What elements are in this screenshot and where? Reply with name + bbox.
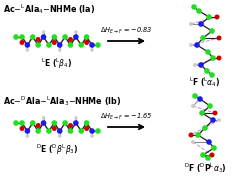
Circle shape <box>191 140 195 144</box>
Circle shape <box>78 128 84 134</box>
Circle shape <box>68 37 73 42</box>
Circle shape <box>36 37 41 42</box>
Circle shape <box>214 15 220 19</box>
Circle shape <box>189 43 193 47</box>
Circle shape <box>58 134 61 138</box>
Circle shape <box>90 134 94 138</box>
Circle shape <box>194 42 200 48</box>
Circle shape <box>206 139 212 145</box>
Circle shape <box>189 22 193 26</box>
Circle shape <box>217 118 221 122</box>
Text: $\Delta H_{E\rightarrow F}$ = $-$1.65: $\Delta H_{E\rightarrow F}$ = $-$1.65 <box>100 112 152 122</box>
Circle shape <box>68 128 73 134</box>
Circle shape <box>46 128 52 134</box>
Circle shape <box>209 72 215 78</box>
Circle shape <box>193 63 197 67</box>
Circle shape <box>62 120 68 126</box>
Circle shape <box>41 34 46 40</box>
Circle shape <box>202 125 208 131</box>
Text: $^{\rm D}$F ($^{\rm D}$P$^{\rm L}\alpha_3$): $^{\rm D}$F ($^{\rm D}$P$^{\rm L}\alpha_… <box>184 161 226 175</box>
Circle shape <box>52 40 57 45</box>
Circle shape <box>26 134 29 138</box>
Circle shape <box>24 128 30 134</box>
Circle shape <box>205 49 211 55</box>
Text: $^{\rm L}$E ($^{\rm L}\beta_4$): $^{\rm L}$E ($^{\rm L}\beta_4$) <box>41 57 73 71</box>
Circle shape <box>204 68 210 74</box>
Text: $^{\rm D}$E ($^{\rm D}\beta^{\rm L}\beta_3$): $^{\rm D}$E ($^{\rm D}\beta^{\rm L}\beta… <box>36 143 78 157</box>
Circle shape <box>200 152 206 158</box>
Circle shape <box>95 128 101 134</box>
Circle shape <box>207 103 213 109</box>
Circle shape <box>196 8 202 14</box>
Circle shape <box>95 42 101 48</box>
Circle shape <box>42 116 45 120</box>
Circle shape <box>35 128 41 134</box>
Circle shape <box>13 34 19 40</box>
Text: $\Delta H_{E\rightarrow F}$ = $-$0.83: $\Delta H_{E\rightarrow F}$ = $-$0.83 <box>100 26 152 36</box>
Circle shape <box>216 56 222 60</box>
Circle shape <box>84 126 89 131</box>
Circle shape <box>89 42 95 48</box>
Circle shape <box>198 62 204 68</box>
Circle shape <box>68 42 73 48</box>
Circle shape <box>30 34 36 40</box>
Circle shape <box>195 132 201 138</box>
Circle shape <box>210 55 216 61</box>
Circle shape <box>74 30 78 34</box>
Circle shape <box>84 40 89 45</box>
Circle shape <box>20 126 24 131</box>
Circle shape <box>13 120 19 126</box>
Circle shape <box>84 120 89 126</box>
Circle shape <box>216 36 222 40</box>
Circle shape <box>62 34 68 40</box>
Circle shape <box>90 48 94 52</box>
Circle shape <box>46 42 52 48</box>
Circle shape <box>52 34 57 40</box>
Circle shape <box>35 42 41 48</box>
Circle shape <box>30 120 36 126</box>
Circle shape <box>191 104 195 108</box>
Circle shape <box>41 120 46 126</box>
Circle shape <box>199 110 205 116</box>
Circle shape <box>24 42 30 48</box>
Circle shape <box>73 34 79 40</box>
Circle shape <box>26 48 29 52</box>
Circle shape <box>42 30 45 34</box>
Circle shape <box>19 120 25 126</box>
Circle shape <box>206 14 212 20</box>
Circle shape <box>188 132 194 138</box>
Circle shape <box>36 123 41 128</box>
Text: Ac$-$$^{\rm L}$Ala$_4$$-$NHMe (Ia): Ac$-$$^{\rm L}$Ala$_4$$-$NHMe (Ia) <box>3 2 95 16</box>
Circle shape <box>78 42 84 48</box>
Circle shape <box>73 120 79 126</box>
Circle shape <box>200 35 206 41</box>
Circle shape <box>89 128 95 134</box>
Circle shape <box>68 123 73 128</box>
Circle shape <box>210 117 216 123</box>
Circle shape <box>205 155 211 161</box>
Circle shape <box>191 4 197 10</box>
Circle shape <box>84 34 89 40</box>
Circle shape <box>19 34 25 40</box>
Circle shape <box>192 93 198 99</box>
Circle shape <box>212 111 218 115</box>
Circle shape <box>58 48 61 52</box>
Circle shape <box>52 120 57 126</box>
Circle shape <box>20 40 24 45</box>
Circle shape <box>57 128 62 134</box>
Circle shape <box>210 153 214 157</box>
Circle shape <box>52 126 57 131</box>
Text: Ac$-$$^{\rm D}$Ala$-$$^{\rm L}$Ala$_3$$-$NHMe (Ib): Ac$-$$^{\rm D}$Ala$-$$^{\rm L}$Ala$_3$$-… <box>3 94 122 108</box>
Circle shape <box>211 145 217 151</box>
Circle shape <box>209 28 215 34</box>
Circle shape <box>57 42 62 48</box>
Circle shape <box>74 116 78 120</box>
Circle shape <box>197 96 203 102</box>
Text: $^{\rm L}$F ($^{\rm L}\alpha_4$): $^{\rm L}$F ($^{\rm L}\alpha_4$) <box>189 75 221 89</box>
Circle shape <box>198 21 204 27</box>
